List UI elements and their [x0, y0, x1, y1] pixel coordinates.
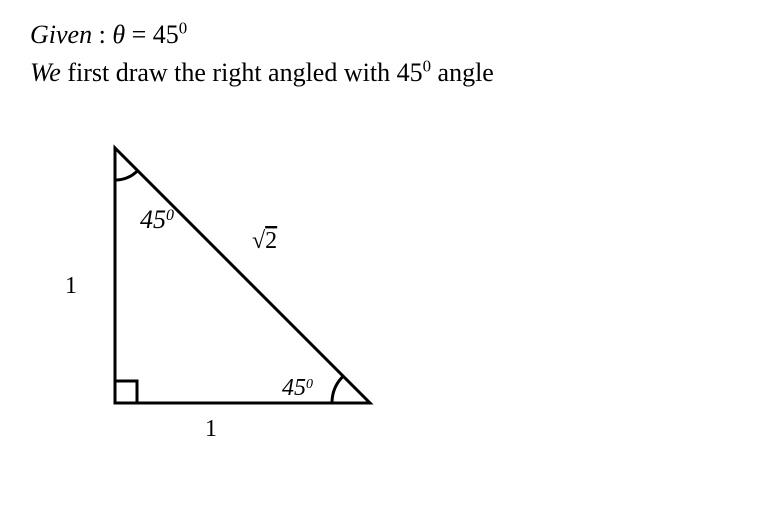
word-given: Given: [30, 20, 92, 49]
colon: :: [92, 20, 112, 49]
label-bottom-side: 1: [205, 416, 217, 442]
theta-symbol: θ: [112, 20, 125, 49]
word-we: We: [30, 58, 61, 87]
line2-rest: first draw the right angled with 45: [61, 58, 423, 87]
triangle-figure: 1 1 √2 450 450: [30, 118, 430, 468]
label-left-side: 1: [65, 273, 77, 299]
label-top-angle: 450: [140, 205, 174, 234]
line-2-description: We first draw the right angled with 450 …: [30, 58, 750, 88]
label-hypotenuse: √2: [252, 228, 277, 254]
angle-45: 45: [153, 20, 179, 49]
degree-sup-2: 0: [423, 56, 431, 75]
line-1-given: Given : θ = 450: [30, 20, 750, 50]
equals: =: [125, 20, 153, 49]
label-bottom-angle: 450: [282, 375, 313, 401]
line2-tail: angle: [431, 58, 494, 87]
triangle-svg: 1 1 √2 450 450: [30, 118, 430, 468]
degree-sup-1: 0: [179, 18, 187, 37]
